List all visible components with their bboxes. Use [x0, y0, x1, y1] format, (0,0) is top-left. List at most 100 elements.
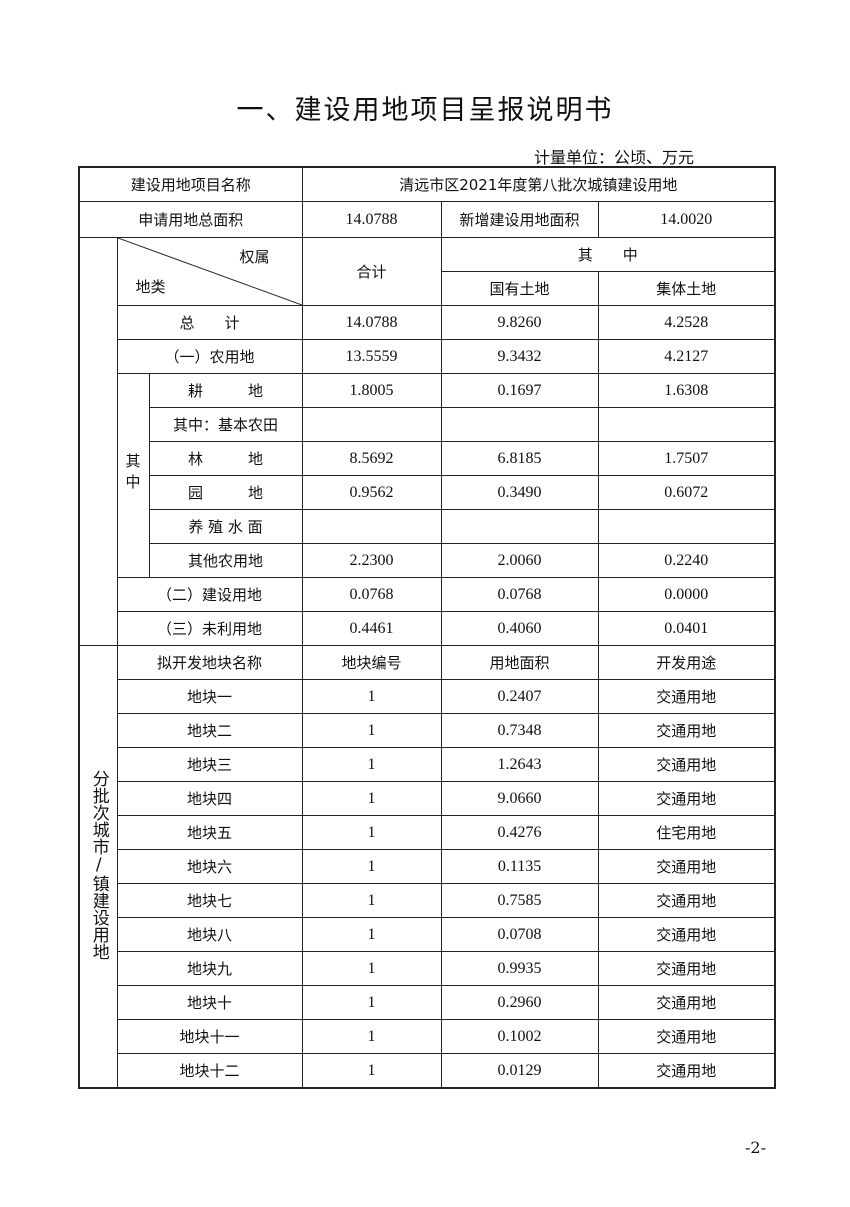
parcel-use: 交通用地 — [597, 1053, 776, 1089]
project-name-row: 建设用地项目名称 清远市区2021年度第八批次城镇建设用地 — [78, 166, 776, 202]
total-value: 13.5559 — [301, 339, 442, 374]
land-type-name: 耕 地 — [148, 373, 303, 408]
parcel-header-row: 分批次城市/镇建设用地 拟开发地块名称 地块编号 用地面积 开发用途 — [78, 645, 776, 1089]
state-land-value: 9.3432 — [440, 339, 599, 374]
parcel-area: 0.9935 — [440, 951, 599, 986]
ownership-label: 权属 — [239, 248, 270, 266]
parcel-area: 0.0708 — [440, 917, 599, 952]
land-type-row: 园 地 0.9562 0.3490 0.6072 — [79, 475, 776, 510]
parcel-code: 1 — [301, 951, 442, 986]
total-value: 8.5692 — [301, 441, 442, 476]
land-type-row: 其中 耕 地 1.8005 0.1697 1.6308 — [79, 373, 776, 578]
land-type-name: 总 计 — [116, 305, 303, 340]
total-value: 0.4461 — [301, 611, 442, 646]
header-row-1: 权属 地类 合计 其 中 — [78, 237, 776, 646]
parcel-area: 0.2407 — [440, 679, 599, 714]
state-land-value: 0.0768 — [440, 577, 599, 612]
land-type-name: 林 地 — [148, 441, 303, 476]
parcel-name: 地块九 — [116, 951, 303, 986]
parcel-row: 地块七 1 0.7585 交通用地 — [79, 883, 776, 918]
parcel-code: 1 — [301, 917, 442, 952]
parcel-area: 0.7585 — [440, 883, 599, 918]
collective-land-value: 1.6308 — [597, 373, 776, 408]
state-land-value: 2.0060 — [440, 543, 599, 578]
parcel-area: 0.2960 — [440, 985, 599, 1020]
diagonal-header: 权属 地类 — [116, 237, 303, 306]
diagonal-line — [118, 238, 302, 305]
parcel-name: 地块七 — [116, 883, 303, 918]
state-land-value: 0.1697 — [440, 373, 599, 408]
parcel-code: 1 — [301, 713, 442, 748]
parcel-code: 1 — [301, 747, 442, 782]
parcel-area: 0.1002 — [440, 1019, 599, 1054]
land-type-row: 其中：基本农田 — [79, 407, 776, 442]
land-type-row: （二）建设用地 0.0768 0.0768 0.0000 — [79, 577, 776, 612]
unit-note: 计量单位：公顷、万元 — [533, 148, 694, 167]
state-land-value — [440, 509, 599, 544]
total-value: 2.2300 — [301, 543, 442, 578]
land-type-name: 养 殖 水 面 — [148, 509, 303, 544]
parcel-name: 地块十一 — [116, 1019, 303, 1054]
parcel-use: 住宅用地 — [597, 815, 776, 850]
collective-land-value: 0.2240 — [597, 543, 776, 578]
parcel-row: 地块五 1 0.4276 住宅用地 — [79, 815, 776, 850]
parcel-name: 地块六 — [116, 849, 303, 884]
land-type-row: 其他农用地 2.2300 2.0060 0.2240 — [79, 543, 776, 578]
parcel-use: 交通用地 — [597, 985, 776, 1020]
header-row-2: 国有土地 集体土地 — [79, 271, 776, 306]
land-type-name: 园 地 — [148, 475, 303, 510]
parcel-area: 0.7348 — [440, 713, 599, 748]
land-type-name: 其他农用地 — [148, 543, 303, 578]
parcel-code: 1 — [301, 849, 442, 884]
parcel-name: 地块三 — [116, 747, 303, 782]
parcel-name: 地块十二 — [116, 1053, 303, 1089]
parcel-name-header: 拟开发地块名称 — [116, 645, 303, 680]
parcel-row: 地块十二 1 0.0129 交通用地 — [79, 1053, 776, 1089]
parcel-code: 1 — [301, 781, 442, 816]
page-number: -2- — [745, 1138, 766, 1157]
parcel-area: 0.0129 — [440, 1053, 599, 1089]
parcel-use: 交通用地 — [597, 883, 776, 918]
collective-land-value — [597, 509, 776, 544]
parcel-row: 地块八 1 0.0708 交通用地 — [79, 917, 776, 952]
land-type-name: 其中：基本农田 — [148, 407, 303, 442]
sub-group-label: 其中 — [116, 373, 150, 578]
parcel-section-label: 分批次城市/镇建设用地 — [78, 645, 118, 1089]
parcel-name: 地块十 — [116, 985, 303, 1020]
total-value — [301, 407, 442, 442]
collective-land-value: 0.0000 — [597, 577, 776, 612]
total-header: 合计 — [301, 237, 442, 306]
land-type-row: （一）农用地 13.5559 9.3432 4.2127 — [79, 339, 776, 374]
state-land-header: 国有土地 — [440, 271, 599, 306]
land-type-row: 林 地 8.5692 6.8185 1.7507 — [79, 441, 776, 476]
parcel-code: 1 — [301, 1019, 442, 1054]
parcel-use-header: 开发用途 — [597, 645, 776, 680]
land-type-name: （二）建设用地 — [116, 577, 303, 612]
landtype-label: 地类 — [135, 278, 166, 296]
collective-land-value: 0.0401 — [597, 611, 776, 646]
area-row: 申请用地总面积 14.0788 新增建设用地面积 14.0020 — [78, 201, 776, 238]
parcel-code: 1 — [301, 883, 442, 918]
parcel-area: 9.0660 — [440, 781, 599, 816]
parcel-use: 交通用地 — [597, 1019, 776, 1054]
parcel-use: 交通用地 — [597, 781, 776, 816]
parcel-name: 地块四 — [116, 781, 303, 816]
left-blank-column — [78, 237, 118, 646]
new-area-label: 新增建设用地面积 — [440, 201, 599, 238]
parcel-use: 交通用地 — [597, 747, 776, 782]
parcel-use: 交通用地 — [597, 679, 776, 714]
parcel-code: 1 — [301, 815, 442, 850]
project-name-label: 建设用地项目名称 — [78, 166, 303, 202]
land-type-row: 总 计 14.0788 9.8260 4.2528 — [79, 305, 776, 340]
state-land-value: 0.3490 — [440, 475, 599, 510]
parcel-area: 0.4276 — [440, 815, 599, 850]
state-land-value: 9.8260 — [440, 305, 599, 340]
parcel-row: 地块二 1 0.7348 交通用地 — [79, 713, 776, 748]
state-land-value: 0.4060 — [440, 611, 599, 646]
of-which-header: 其 中 — [440, 237, 776, 272]
land-use-table: 建设用地项目名称 清远市区2021年度第八批次城镇建设用地 申请用地总面积 14… — [78, 166, 777, 1089]
sub-group-text: 其中 — [123, 452, 142, 495]
parcel-row: 地块六 1 0.1135 交通用地 — [79, 849, 776, 884]
new-area-value: 14.0020 — [597, 201, 776, 238]
parcel-name: 地块一 — [116, 679, 303, 714]
